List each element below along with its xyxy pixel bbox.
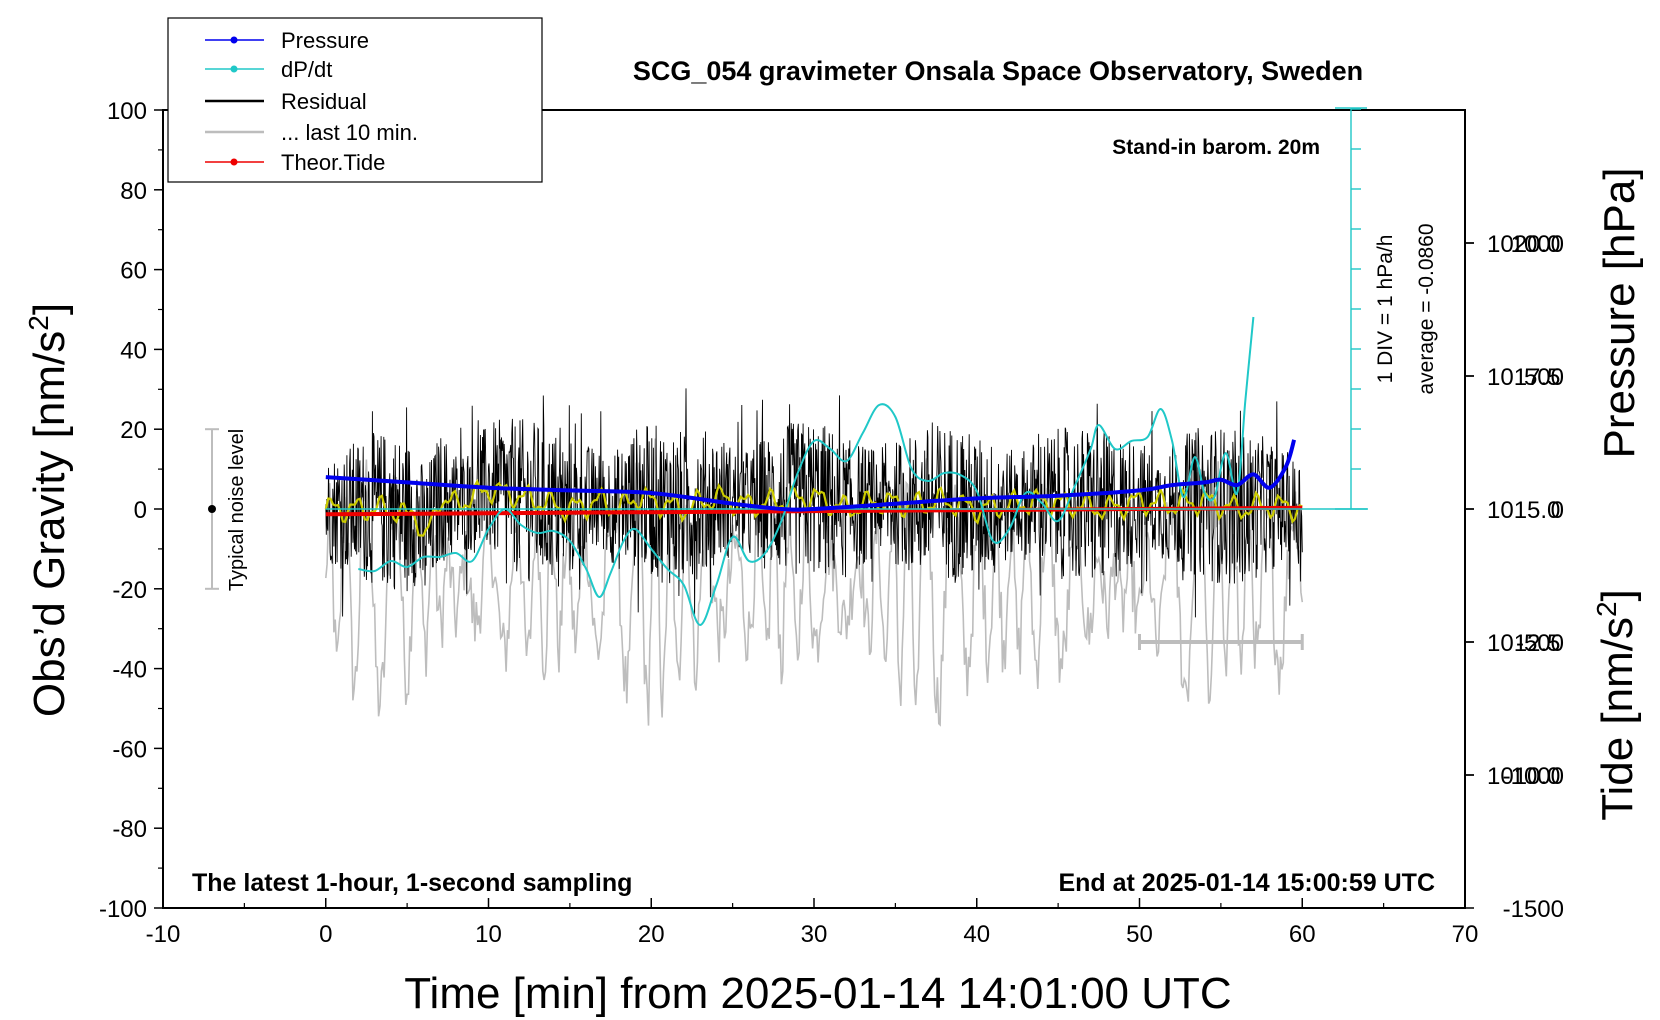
- y-left-tick-label: -80: [112, 816, 147, 843]
- y-axis-label-left: Obs’d Gravity [nm/s2]: [23, 303, 74, 717]
- y-axis-label-tide-close: ]: [1593, 589, 1642, 601]
- y-left-tick-label: 0: [134, 497, 147, 524]
- noise-bar-dot: [208, 505, 216, 513]
- legend-label-residual: Residual: [281, 89, 367, 114]
- dpdt-scale-bar: [1335, 107, 1367, 510]
- noise-annotation: Typical noise level: [226, 429, 248, 591]
- x-axis-label: Time [min] from 2025-01-14 14:01:00 UTC: [404, 969, 1231, 1018]
- pressure-series: [325, 439, 1297, 512]
- pressure-tick-label: 1020.0: [1487, 231, 1560, 258]
- y-left-tick-label: 40: [120, 337, 147, 364]
- x-tick-label: 0: [319, 921, 332, 948]
- x-tick-label: 70: [1452, 921, 1479, 948]
- barometer-annotation: Stand-in barom. 20m: [1112, 136, 1320, 159]
- last-10-min-line: [325, 438, 1304, 727]
- chart-title: SCG_054 gravimeter Onsala Space Observat…: [633, 56, 1363, 86]
- y-axis-label-left-sup: 2: [23, 315, 54, 331]
- x-tick-label: 20: [638, 921, 665, 948]
- y-left-tick-label: -40: [112, 657, 147, 684]
- tide-tick-label: 0: [1551, 497, 1564, 524]
- y-left-tick-label: -20: [112, 577, 147, 604]
- y-axis-label-left-close: ]: [25, 303, 74, 315]
- pressure-tick-label: 1010.0: [1487, 763, 1560, 790]
- legend-marker: [230, 158, 238, 166]
- tide-tick-label: -500: [1516, 630, 1564, 657]
- y-axis-label-pressure: Pressure [hPa]: [1595, 167, 1644, 458]
- y-left-tick-label: -100: [99, 896, 147, 923]
- noise-level-bar: [205, 428, 219, 590]
- x-tick-label: 50: [1126, 921, 1153, 948]
- x-tick-label: -10: [146, 921, 181, 948]
- end-time-annotation: End at 2025-01-14 15:00:59 UTC: [1058, 869, 1435, 897]
- y-left-tick-label: 80: [120, 178, 147, 205]
- x-tick-label: 60: [1289, 921, 1316, 948]
- y-left-tick-label: 100: [107, 98, 147, 125]
- axes: -10 0 10 20 30 40 50 60 70-100-80-60-40-20020406…: [99, 98, 1564, 948]
- tide-tick-label: -1500: [1503, 896, 1564, 923]
- pressure-tick-label: 1015.0: [1487, 497, 1560, 524]
- tide-tick-label: 1000: [1511, 231, 1564, 258]
- y-axis-label-tide-sup: 2: [1591, 601, 1622, 617]
- y-axis-label-tide: Tide [nm/s2]: [1591, 589, 1642, 821]
- legend-label-pressure: Pressure: [281, 28, 369, 53]
- legend-marker: [230, 65, 238, 73]
- legend-marker: [230, 36, 238, 44]
- pressure-tick-label: 1017.5: [1487, 364, 1560, 391]
- dpdt-line: [358, 316, 1255, 627]
- x-tick-label: 40: [963, 921, 990, 948]
- div-scale-annotation: 1 DIV = 1 hPa/h: [1374, 235, 1397, 384]
- y-left-tick-label: 60: [120, 258, 147, 285]
- legend-label-tide: Theor.Tide: [281, 150, 385, 175]
- legend-label-dpdt: dP/dt: [281, 57, 332, 82]
- pressure-tick-label: 1012.5: [1487, 630, 1560, 657]
- last-10-min-bar: [1138, 634, 1304, 650]
- pressure-line: [325, 439, 1297, 512]
- y-left-tick-label: -60: [112, 736, 147, 763]
- sampling-annotation: The latest 1-hour, 1-second sampling: [192, 869, 632, 897]
- y-axis-label-tide-text: Tide [nm/s: [1593, 617, 1642, 821]
- y-left-tick-label: 20: [120, 417, 147, 444]
- x-tick-label: 30: [801, 921, 828, 948]
- residual-series: [325, 388, 1303, 618]
- legend-label-last10: ... last 10 min.: [281, 120, 418, 145]
- legend: Pressure dP/dt Residual ... last 10 min.…: [167, 17, 543, 183]
- residual-smoothed-series: [324, 478, 1303, 537]
- average-annotation: average = -0.0860: [1415, 223, 1438, 394]
- tide-tick-label: -1000: [1503, 763, 1564, 790]
- residual-line: [325, 388, 1303, 618]
- x-tick-label: 10: [475, 921, 502, 948]
- tide-tick-label: 500: [1524, 364, 1564, 391]
- y-axis-label-left-text: Obs’d Gravity [nm/s: [25, 331, 74, 717]
- last-10-min-series: [325, 438, 1304, 727]
- residual-smoothed-line: [324, 478, 1303, 537]
